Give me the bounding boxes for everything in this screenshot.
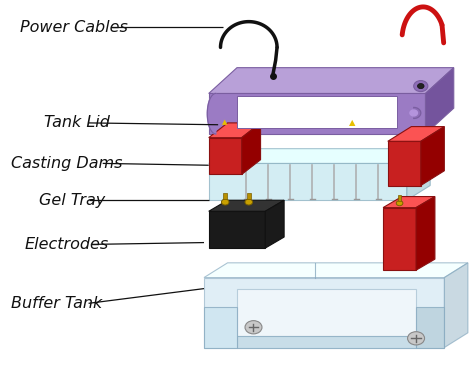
Polygon shape	[237, 336, 416, 348]
Polygon shape	[209, 93, 426, 134]
Text: Gel Tray: Gel Tray	[39, 193, 105, 208]
Polygon shape	[204, 307, 237, 348]
Polygon shape	[209, 149, 430, 163]
Text: Tank Lid: Tank Lid	[44, 115, 109, 130]
Polygon shape	[209, 200, 284, 211]
Polygon shape	[204, 278, 444, 348]
Polygon shape	[242, 123, 261, 174]
Polygon shape	[410, 110, 418, 116]
Polygon shape	[383, 197, 435, 208]
Polygon shape	[209, 138, 242, 174]
Polygon shape	[416, 197, 435, 270]
Text: Electrodes: Electrodes	[25, 237, 109, 252]
Circle shape	[221, 199, 229, 205]
Polygon shape	[237, 289, 416, 336]
Polygon shape	[237, 96, 397, 128]
Circle shape	[408, 332, 425, 345]
Polygon shape	[416, 307, 444, 348]
Circle shape	[396, 201, 403, 206]
Polygon shape	[204, 263, 468, 278]
Text: Power Cables: Power Cables	[20, 20, 128, 35]
Bar	[247, 193, 251, 200]
Polygon shape	[209, 68, 454, 93]
Text: ▲: ▲	[349, 118, 356, 127]
Polygon shape	[265, 200, 284, 248]
Polygon shape	[426, 68, 454, 134]
Polygon shape	[444, 263, 468, 348]
Circle shape	[245, 199, 253, 205]
Polygon shape	[388, 141, 421, 186]
Bar	[398, 195, 401, 201]
Polygon shape	[414, 108, 421, 118]
Polygon shape	[383, 208, 416, 270]
Text: ▲: ▲	[221, 119, 227, 125]
Text: Casting Dams: Casting Dams	[11, 156, 122, 171]
Polygon shape	[407, 149, 430, 200]
Polygon shape	[388, 127, 444, 141]
Bar	[223, 193, 227, 200]
Circle shape	[414, 81, 428, 92]
Polygon shape	[209, 211, 265, 248]
Polygon shape	[209, 163, 407, 200]
Text: Buffer Tank: Buffer Tank	[11, 296, 102, 311]
Circle shape	[245, 321, 262, 334]
Polygon shape	[207, 93, 216, 134]
Polygon shape	[209, 123, 261, 138]
Polygon shape	[421, 127, 444, 186]
Circle shape	[418, 83, 424, 89]
